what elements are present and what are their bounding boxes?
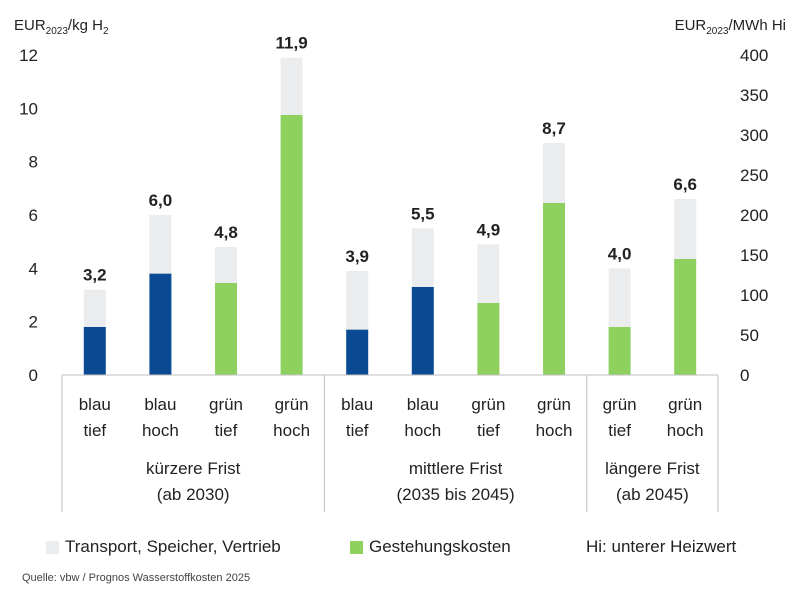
bar-total-label: 8,7 [542, 119, 566, 138]
bar-gestehung [83, 327, 106, 375]
legend-transport-label: Transport, Speicher, Vertrieb [65, 537, 281, 556]
bar-total-label: 6,0 [149, 191, 173, 210]
bar-gestehung [280, 115, 303, 375]
y-right-tick-label: 300 [740, 126, 768, 145]
group-label-line2: (ab 2030) [157, 485, 230, 504]
bar-gestehung [215, 283, 237, 375]
bar-transport [215, 247, 237, 283]
category-label-line1: blau [341, 395, 373, 414]
category-label-line2: hoch [667, 421, 704, 440]
bar-total-label: 3,2 [83, 266, 107, 285]
y-right-tick-label: 50 [740, 326, 759, 345]
group-label-line1: längere Frist [605, 459, 700, 478]
group-label-line1: kürzere Frist [146, 459, 241, 478]
category-label-line1: blau [407, 395, 439, 414]
bars [83, 57, 697, 375]
y-left-tick-label: 12 [19, 46, 38, 65]
heizwert-note: Hi: unterer Heizwert [586, 537, 736, 557]
group-label-line1: mittlere Frist [409, 459, 503, 478]
legend-transport: Transport, Speicher, Vertrieb [46, 537, 281, 557]
bar-transport [477, 244, 500, 303]
legend-gestehung-label: Gestehungskosten [369, 537, 511, 556]
bar-transport [149, 215, 172, 274]
category-label-line2: tief [215, 421, 238, 440]
y-left-tick-label: 6 [29, 206, 38, 225]
bar-gestehung [411, 287, 434, 375]
y-right-tick-label: 200 [740, 206, 768, 225]
category-label-line2: tief [83, 421, 106, 440]
category-label-line1: grün [537, 395, 571, 414]
bar-total-label: 4,9 [477, 220, 501, 239]
category-label-line1: blau [79, 395, 111, 414]
bar-gestehung [477, 303, 500, 375]
y-right-axis: 0 50 100 150 200 250 300 350 400 [740, 46, 768, 385]
category-label-line1: grün [471, 395, 505, 414]
bar-transport [674, 199, 697, 259]
bar-gestehung [346, 329, 369, 375]
category-label-line2: hoch [273, 421, 310, 440]
y-right-unit-label: EUR2023/MWh Hi [675, 17, 786, 37]
bar-gestehung [149, 273, 172, 375]
legend-gestehung: Gestehungskosten [350, 537, 511, 557]
total-labels: 3,2 6,0 4,8 11,9 3,9 5,5 4,9 8,7 4,0 6,6 [83, 34, 697, 285]
category-label-line1: grün [603, 395, 637, 414]
category-label-line2: tief [477, 421, 500, 440]
bar-total-label: 4,8 [214, 223, 238, 242]
y-left-axis: 0 2 4 6 8 10 12 [19, 46, 38, 385]
category-box [61, 374, 719, 512]
y-right-tick-label: 250 [740, 166, 768, 185]
y-right-tick-label: 400 [740, 46, 768, 65]
group-labels: kürzere Frist (ab 2030) mittlere Frist (203… [146, 459, 700, 504]
bar-transport [411, 228, 434, 287]
y-right-tick-label: 0 [740, 366, 749, 385]
y-left-tick-label: 2 [29, 313, 38, 332]
bar-gestehung [674, 259, 697, 375]
category-label-line1: grün [668, 395, 702, 414]
category-label-line1: grün [275, 395, 309, 414]
y-left-tick-label: 4 [29, 259, 38, 278]
bar-gestehung [608, 327, 631, 375]
bar-transport [280, 57, 303, 115]
legend-gestehung-swatch [350, 540, 363, 554]
bar-total-label: 3,9 [345, 247, 369, 266]
bar-total-label: 11,9 [276, 34, 308, 53]
bar-transport [346, 271, 369, 330]
category-label-line2: tief [346, 421, 369, 440]
bar-transport [543, 143, 565, 203]
legend-transport-swatch [46, 540, 59, 554]
bar-total-label: 5,5 [411, 204, 435, 223]
source-note: Quelle: vbw / Prognos Wasserstoffkosten … [22, 572, 251, 584]
y-left-unit-label: EUR2023/kg H2 [14, 17, 109, 37]
category-label-line2: hoch [142, 421, 179, 440]
bar-gestehung [543, 203, 565, 375]
y-left-tick-label: 8 [29, 153, 38, 172]
y-left-tick-label: 0 [29, 366, 38, 385]
category-label-line2: tief [608, 421, 631, 440]
bar-transport [83, 289, 106, 327]
category-label-line2: hoch [536, 421, 573, 440]
bar-total-label: 6,6 [673, 175, 697, 194]
y-right-tick-label: 100 [740, 286, 768, 305]
category-label-line1: grün [209, 395, 243, 414]
bar-transport [608, 268, 631, 327]
y-right-tick-label: 150 [740, 246, 768, 265]
heizwert-note-text: Hi: unterer Heizwert [586, 537, 737, 556]
y-left-tick-label: 10 [19, 99, 38, 118]
category-labels: blau tief blau hoch grün tief grün hoch blau tief… [79, 395, 704, 440]
category-label-line1: blau [144, 395, 176, 414]
y-right-tick-label: 350 [740, 86, 768, 105]
category-label-line2: hoch [404, 421, 441, 440]
group-label-line2: (ab 2045) [616, 485, 689, 504]
group-label-line2: (2035 bis 2045) [397, 485, 515, 504]
bar-total-label: 4,0 [608, 244, 632, 263]
